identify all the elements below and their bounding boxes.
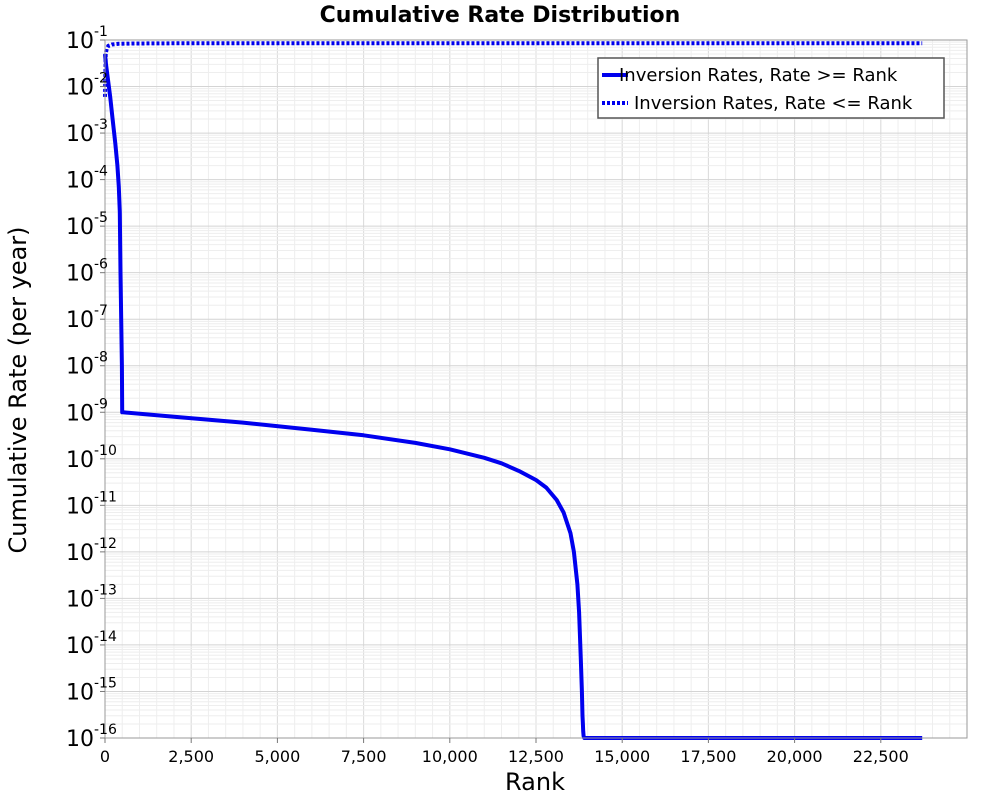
- x-tick-label: 2,500: [168, 747, 214, 766]
- y-tick-exponent: -10: [94, 443, 117, 459]
- x-tick-label: 10,000: [422, 747, 478, 766]
- y-tick-label: 10-2: [66, 71, 108, 101]
- x-tick-label: 12,500: [508, 747, 564, 766]
- legend: Inversion Rates, Rate >= Rank Inversion R…: [597, 57, 945, 119]
- x-tick-label: 20,000: [767, 747, 823, 766]
- y-tick-label: 10-15: [66, 675, 117, 705]
- legend-box: [597, 57, 945, 119]
- y-tick-label: 10-1: [66, 24, 108, 54]
- y-tick-label: 10-7: [66, 303, 108, 333]
- y-tick-label: 10-3: [66, 117, 108, 147]
- y-tick-exponent: -4: [94, 164, 108, 180]
- x-tick-label: 22,500: [853, 747, 909, 766]
- series-line-2: [103, 41, 923, 97]
- y-tick-exponent: -13: [94, 582, 117, 598]
- x-tick-label: 5,000: [254, 747, 300, 766]
- y-tick-exponent: -5: [94, 210, 108, 226]
- y-tick-exponent: -7: [94, 303, 108, 319]
- y-tick-exponent: -12: [94, 536, 117, 552]
- legend-label-2: Inversion Rates, Rate <= Rank: [634, 93, 913, 114]
- y-tick-exponent: -15: [94, 675, 117, 691]
- x-tick-label: 15,000: [594, 747, 650, 766]
- y-tick-label: 10-9: [66, 396, 108, 426]
- y-tick-label: 10-5: [66, 210, 108, 240]
- x-axis-label: Rank: [505, 768, 565, 796]
- y-axis-ticks: 10-1610-1510-1410-1310-1210-1110-1010-91…: [66, 24, 117, 752]
- x-axis-ticks: 0 2,500 5,000 7,500 10,000 12,500 15,000 17,500…: [100, 738, 909, 766]
- y-axis-label: Cumulative Rate (per year): [4, 226, 32, 553]
- y-tick-label: 10-8: [66, 350, 108, 380]
- x-tick-label: 7,500: [341, 747, 387, 766]
- series-line-1: [103, 53, 923, 740]
- x-tick-label: 0: [100, 747, 110, 766]
- y-tick-exponent: -2: [94, 71, 108, 87]
- y-tick-label: 10-6: [66, 257, 108, 287]
- y-tick-exponent: -14: [94, 629, 117, 645]
- chart-title: Cumulative Rate Distribution: [320, 3, 681, 28]
- y-tick-exponent: -16: [94, 722, 117, 738]
- legend-label-1: Inversion Rates, Rate >= Rank: [619, 65, 898, 86]
- y-tick-exponent: -9: [94, 396, 108, 412]
- series-layer: [103, 41, 923, 740]
- y-tick-exponent: -6: [94, 257, 108, 273]
- y-tick-label: 10-4: [66, 164, 108, 194]
- y-tick-exponent: -1: [94, 24, 108, 40]
- y-tick-exponent: -8: [94, 350, 108, 366]
- x-tick-label: 17,500: [680, 747, 736, 766]
- y-tick-exponent: -11: [94, 489, 117, 505]
- y-tick-exponent: -3: [94, 117, 108, 133]
